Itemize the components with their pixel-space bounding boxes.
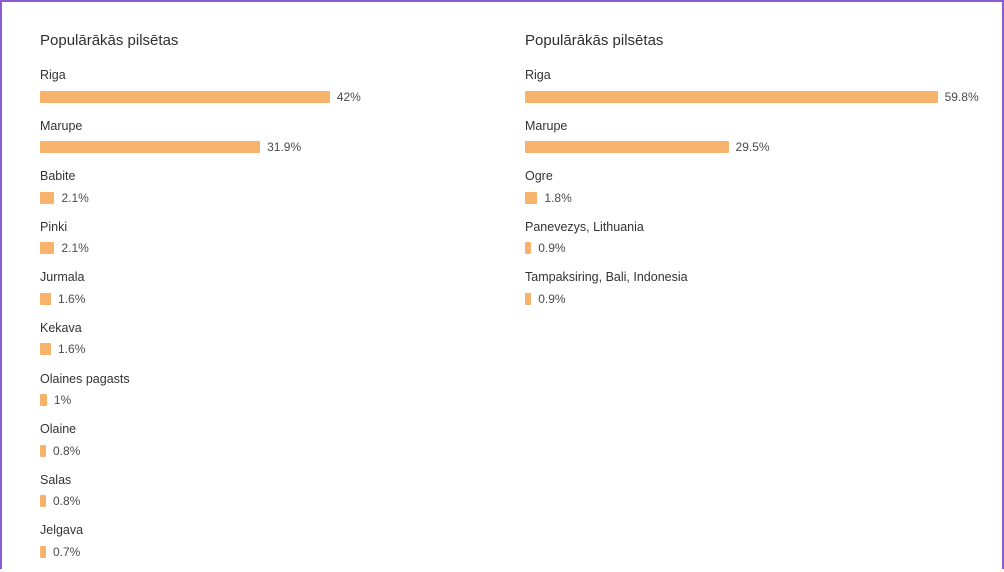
value-label: 31.9%	[267, 140, 302, 155]
value-label: 59.8%	[944, 89, 979, 104]
bar-line: 0.9%	[525, 241, 566, 256]
bar-list: Riga 59.8% Marupe 29.5% Ogre 1.8% Panevezys, L…	[525, 66, 995, 319]
bar-row: Pinki 2.1%	[40, 218, 510, 269]
category-label: Babite	[40, 169, 76, 184]
bar	[40, 191, 55, 204]
value-label: 0.9%	[538, 241, 566, 256]
bar-row: Olaine 0.8%	[40, 420, 510, 471]
bar-row: Kekava 1.6%	[40, 319, 510, 370]
value-label: 1.6%	[58, 342, 86, 357]
bar-line: 0.8%	[40, 443, 81, 458]
bar	[525, 191, 538, 204]
value-label: 2.1%	[61, 241, 89, 256]
bar-list: Riga 42% Marupe 31.9% Babite 2.1% Pinki 2.1% Jur…	[40, 66, 510, 572]
bar-line: 42%	[40, 89, 361, 104]
value-label: 42%	[336, 89, 361, 104]
bar	[525, 292, 532, 305]
bar-line: 1.6%	[40, 342, 86, 357]
bar-row: Tampaksiring, Bali, Indonesia 0.9%	[525, 268, 995, 319]
category-label: Jurmala	[40, 270, 85, 285]
value-label: 1.8%	[544, 190, 572, 205]
bar-line: 29.5%	[525, 140, 770, 155]
bar-row: Jurmala 1.6%	[40, 268, 510, 319]
bar	[525, 242, 532, 255]
bar	[40, 343, 52, 356]
value-label: 29.5%	[735, 140, 770, 155]
category-label: Tampaksiring, Bali, Indonesia	[525, 270, 688, 285]
bar	[40, 495, 46, 508]
bar-line: 0.9%	[525, 291, 566, 306]
category-label: Salas	[40, 472, 72, 487]
bar	[525, 141, 729, 154]
bar-row: Marupe 29.5%	[525, 117, 995, 168]
bar-row: Olaines pagasts 1%	[40, 370, 510, 421]
category-label: Riga	[40, 68, 66, 82]
bar-line: 0.8%	[40, 494, 81, 509]
value-label: 0.9%	[538, 291, 566, 306]
chart-title: Populārākās pilsētas	[525, 32, 664, 49]
bar-row: Panevezys, Lithuania 0.9%	[525, 218, 995, 269]
category-label: Marupe	[525, 118, 568, 133]
category-label: Jelgava	[40, 523, 84, 538]
bar-line: 59.8%	[525, 89, 979, 104]
bar-line: 1.6%	[40, 291, 86, 306]
bar-line: 0.7%	[40, 544, 81, 559]
chart-title: Populārākās pilsētas	[40, 32, 179, 49]
bar-row: Babite 2.1%	[40, 167, 510, 218]
bar-row: Marupe 31.9%	[40, 117, 510, 168]
category-label: Pinki	[40, 219, 68, 234]
value-label: 0.7%	[53, 544, 81, 559]
bar-row: Salas 0.8%	[40, 471, 510, 522]
value-label: 2.1%	[61, 190, 89, 205]
bar	[40, 292, 52, 305]
bar	[40, 90, 330, 103]
bar	[40, 394, 47, 407]
category-label: Marupe	[40, 118, 83, 133]
value-label: 0.8%	[53, 494, 81, 509]
bar	[525, 90, 938, 103]
bar-line: 1.8%	[525, 190, 572, 205]
category-label: Riga	[525, 68, 551, 82]
bar-line: 2.1%	[40, 241, 89, 256]
category-label: Olaines pagasts	[40, 371, 130, 386]
bar-line: 2.1%	[40, 190, 89, 205]
category-label: Olaine	[40, 422, 77, 437]
bar-row: Ogre 1.8%	[525, 167, 995, 218]
value-label: 1.6%	[58, 291, 86, 306]
category-label: Kekava	[40, 320, 82, 335]
category-label: Panevezys, Lithuania	[525, 219, 644, 234]
bar	[40, 242, 55, 255]
bar-row: Jelgava 0.7%	[40, 521, 510, 572]
bar	[40, 444, 46, 457]
bar	[40, 545, 46, 558]
value-label: 0.8%	[53, 443, 81, 458]
value-label: 1%	[53, 393, 72, 408]
bar-line: 31.9%	[40, 140, 302, 155]
bar	[40, 141, 261, 154]
category-label: Ogre	[525, 169, 553, 184]
bar-row: Riga 59.8%	[525, 66, 995, 117]
bar-line: 1%	[40, 393, 72, 408]
bar-row: Riga 42%	[40, 66, 510, 117]
